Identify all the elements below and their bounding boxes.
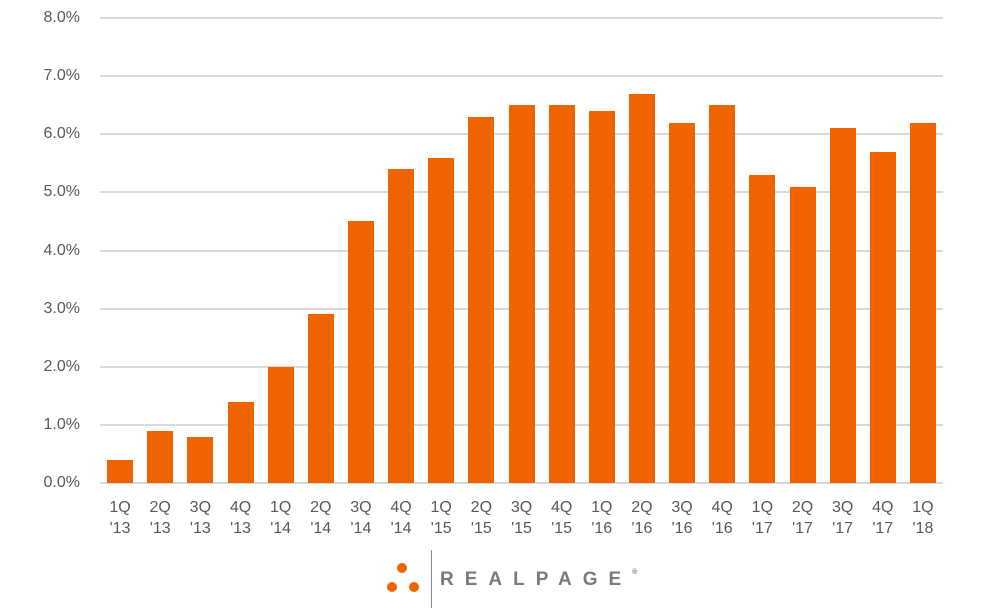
bar [347, 221, 374, 483]
x-axis-tick-label: 4Q '16 [711, 499, 733, 537]
y-axis-tick-label: 7.0% [43, 67, 80, 85]
logo-text: REALPAGE [440, 569, 633, 590]
gridline [100, 17, 943, 19]
y-axis-tick-label: 4.0% [43, 241, 80, 259]
bar [669, 122, 696, 483]
bar [548, 105, 575, 483]
x-axis-tick-label: 3Q '14 [350, 499, 372, 537]
bar [107, 459, 134, 483]
bar [749, 174, 776, 483]
registered-mark: ® [632, 569, 638, 576]
logo-dot-right [409, 582, 419, 592]
bar [709, 105, 736, 483]
logo-wordmark: REALPAGE® [440, 569, 637, 591]
logo-dot-left [387, 582, 397, 592]
x-axis-tick-label: 4Q '17 [872, 499, 894, 537]
y-axis-tick-label: 5.0% [43, 183, 80, 201]
x-axis-tick-label: 4Q '14 [390, 499, 412, 537]
x-axis-tick-label: 3Q '15 [510, 499, 533, 537]
x-axis-tick-label: 1Q '13 [109, 499, 131, 537]
y-axis-tick-label: 8.0% [43, 9, 80, 26]
y-axis-tick-label: 1.0% [43, 415, 80, 433]
x-axis-tick-label: 4Q '13 [229, 499, 252, 537]
bar [187, 436, 214, 483]
x-axis-tick-label: 2Q '13 [149, 499, 171, 537]
x-axis-tick-label: 4Q '15 [550, 499, 573, 537]
bar [628, 93, 655, 483]
bar [227, 401, 254, 483]
bar [307, 314, 334, 483]
x-axis-tick-label: 1Q '14 [269, 499, 292, 537]
x-axis-tick-label: 3Q '17 [831, 499, 854, 537]
x-axis-tick-label: 1Q '15 [430, 499, 452, 537]
logo-dot-top [397, 563, 407, 573]
bar [468, 116, 495, 483]
x-axis-tick-label: 2Q '16 [631, 499, 653, 537]
logo-divider [431, 550, 432, 608]
bar [588, 111, 615, 483]
gridline [100, 482, 943, 484]
bar [829, 128, 856, 483]
x-axis-tick-label: 3Q '13 [189, 499, 212, 537]
bar [388, 169, 415, 483]
x-axis-tick-label: 3Q '16 [671, 499, 693, 537]
bar [869, 151, 896, 483]
y-axis-tick-label: 6.0% [43, 125, 80, 143]
x-axis-tick-label: 2Q '15 [470, 499, 493, 537]
x-axis-tick-label: 2Q '14 [310, 499, 332, 537]
bar [909, 122, 936, 483]
y-axis-tick-label: 2.0% [43, 357, 80, 375]
x-axis-tick-label: 2Q '17 [791, 499, 814, 537]
gridline [100, 75, 943, 78]
bar [147, 430, 174, 483]
bar [428, 157, 455, 483]
bar [508, 105, 535, 483]
x-axis-tick-label: 1Q '18 [912, 499, 934, 537]
bar [789, 186, 816, 483]
y-axis-tick-label: 3.0% [43, 299, 80, 317]
y-axis-tick-label: 0.0% [43, 474, 80, 491]
x-axis-tick-label: 1Q '17 [751, 499, 774, 537]
bar [267, 366, 294, 483]
x-axis-tick-label: 1Q '16 [591, 499, 613, 537]
